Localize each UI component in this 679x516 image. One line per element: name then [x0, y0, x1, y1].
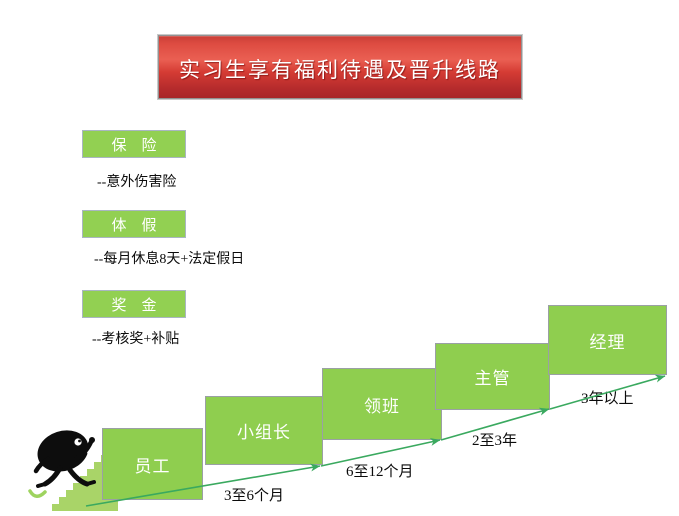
benefit-detail-insurance: --意外伤害险: [97, 175, 177, 190]
duration-label-2: 6至12个月: [346, 464, 414, 480]
benefit-detail-leave: --每月休息8天+法定假日: [94, 252, 245, 267]
step-title: 经理: [589, 332, 626, 352]
benefit-label-bonus: 奖 金: [82, 290, 186, 318]
step-box-foreman: 领班: [322, 368, 442, 440]
step-box-employee: 员工: [102, 428, 203, 500]
benefit-label-leave: 体 假: [82, 210, 186, 238]
title-banner: 实习生享有福利待遇及晋升线路: [158, 35, 522, 99]
duration-label-1: 3至6个月: [224, 488, 285, 504]
step-title: 主管: [474, 369, 511, 388]
step-box-supervisor: 主管: [435, 343, 550, 410]
step-title: 小组长: [237, 423, 291, 442]
benefit-label-insurance: 保 险: [82, 130, 186, 158]
benefit-label-text: 体 假: [111, 217, 157, 234]
step-title: 员工: [134, 456, 171, 476]
duration-label-4: 3年以上: [581, 391, 634, 407]
slide-title: 实习生享有福利待遇及晋升线路: [179, 58, 501, 82]
step-box-team-leader: 小组长: [205, 396, 323, 465]
benefit-label-text: 奖 金: [111, 297, 157, 314]
benefit-label-text: 保 险: [111, 137, 157, 154]
benefit-detail-bonus: --考核奖+补贴: [92, 332, 180, 347]
duration-label-3: 2至3年: [472, 433, 518, 449]
step-box-manager: 经理: [548, 305, 667, 375]
step-title: 领班: [364, 396, 400, 416]
